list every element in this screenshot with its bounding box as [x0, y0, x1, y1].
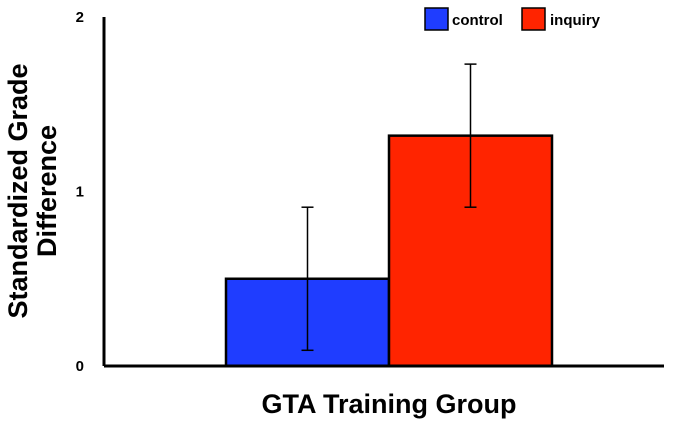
y-axis-title-line-1: Standardized Grade — [3, 63, 33, 318]
y-axis-title-2: Difference — [32, 125, 62, 257]
y-axis-title: Standardized Grade — [3, 63, 33, 318]
y-tick-labels: 0 1 2 — [76, 9, 84, 375]
legend-swatch-inquiry — [521, 7, 546, 31]
y-tick-label-2: 2 — [76, 9, 84, 26]
y-tick-label-0: 0 — [76, 358, 84, 375]
error-bar-inquiry — [464, 63, 477, 208]
legend: control inquiry — [424, 7, 601, 31]
x-axis-title: GTA Training Group — [262, 389, 517, 419]
error-bars-layer — [301, 63, 477, 352]
legend-label-control: control — [452, 12, 503, 29]
axes-layer — [102, 17, 664, 368]
error-bar-control — [301, 206, 314, 352]
legend-label-inquiry: inquiry — [550, 12, 601, 29]
y-tick-label-1: 1 — [76, 184, 84, 201]
legend-swatch-control — [424, 7, 449, 31]
bars-layer — [224, 134, 554, 368]
y-axis-title-line-2: Difference — [32, 125, 62, 257]
